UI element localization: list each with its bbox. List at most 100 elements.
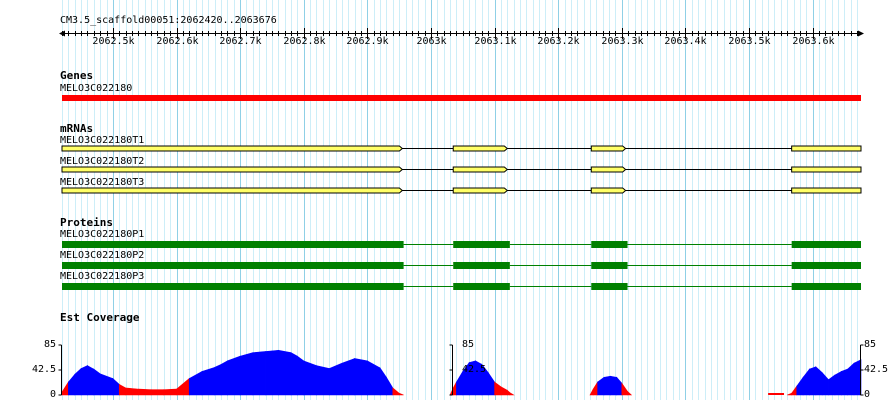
coverage-segment <box>265 349 279 396</box>
protein-exon <box>62 283 404 290</box>
coverage-segment <box>834 370 842 396</box>
coverage-segment <box>487 371 495 396</box>
coverage-ymax-label-mid: 85 <box>462 339 475 350</box>
ruler-tick-label: 2062.9k <box>346 36 389 47</box>
coverage-segment <box>112 377 120 396</box>
coverage-segment <box>68 373 76 396</box>
ruler-tick-label: 2063.6k <box>792 36 835 47</box>
ruler-right-arrow <box>858 30 864 37</box>
coverage-segment <box>828 374 836 396</box>
coverage-ymin-label-right: 0 <box>864 389 871 400</box>
protein-exon <box>62 241 404 248</box>
coverage-ymid-label-right: 42.5 <box>864 364 889 375</box>
mrna-exon <box>61 187 404 194</box>
protein-exon <box>591 262 628 269</box>
coverage-segment <box>616 376 623 396</box>
protein-exon <box>591 283 628 290</box>
coverage-segment <box>87 365 95 396</box>
coverage-segment <box>796 376 804 396</box>
coverage-segment <box>768 393 785 395</box>
coverage-segment <box>93 368 101 396</box>
mrna-exon <box>791 187 862 194</box>
coverage-segment <box>386 376 394 396</box>
coverage-segment <box>398 392 404 396</box>
coverage-segment <box>610 375 618 396</box>
gene-label[interactable]: MELO3C022180 <box>60 83 133 94</box>
coverage-segment <box>227 355 241 396</box>
coverage-segment <box>61 381 69 396</box>
coverage-ymin-label-left: 0 <box>50 389 57 400</box>
protein-label-p3[interactable]: MELO3C022180P3 <box>60 271 145 282</box>
coverage-segment <box>791 385 798 396</box>
coverage-segment <box>220 360 228 396</box>
mrna-label-t1[interactable]: MELO3C022180T1 <box>60 135 145 146</box>
coverage-segment <box>99 373 114 396</box>
coverage-ymid-label-mid: 42.5 <box>462 364 487 375</box>
mrna-exon <box>791 145 862 152</box>
coverage-segment <box>809 366 817 396</box>
coverage-segment <box>802 368 810 396</box>
coverage-segment <box>367 360 381 396</box>
protein-label-p1[interactable]: MELO3C022180P1 <box>60 229 145 240</box>
mrna-exon <box>590 166 627 173</box>
region-label: CM3.5_scaffold00051:2062420..2063676 <box>60 15 277 26</box>
protein-exon <box>62 262 404 269</box>
coverage-segment <box>354 358 368 396</box>
mrna-exon <box>791 166 862 173</box>
coverage-segment <box>74 367 82 396</box>
ruler-tick-label: 2063.1k <box>474 36 517 47</box>
coverage-segment <box>621 382 628 396</box>
coverage-segment <box>328 362 343 396</box>
mrna-label-t2[interactable]: MELO3C022180T2 <box>60 156 145 167</box>
coverage-segment <box>277 349 292 396</box>
coverage-segment <box>494 381 502 396</box>
coverage-segment <box>627 390 633 396</box>
ruler-tick-label: 2062.8k <box>283 36 326 47</box>
gene-bar <box>62 95 861 101</box>
ruler-tick-label: 2062.5k <box>92 36 135 47</box>
coverage-segment <box>118 383 126 396</box>
coverage-segment <box>252 351 266 396</box>
coverage-segment <box>592 381 598 396</box>
mrna-exon <box>452 145 509 152</box>
coverage-segment <box>853 359 862 396</box>
protein-exon <box>591 241 628 248</box>
ruler-tick-label: 2062.7k <box>219 36 262 47</box>
coverage-ymid-label-left: 42.5 <box>32 364 57 375</box>
coverage-segment <box>125 387 139 396</box>
protein-exon <box>791 283 861 290</box>
coverage-segment <box>163 388 177 396</box>
coverage-segment <box>176 377 190 396</box>
coverage-segment <box>138 388 152 396</box>
coverage-segment <box>815 366 823 396</box>
coverage-segment <box>507 389 511 396</box>
coverage-segment <box>500 386 508 396</box>
coverage-segment <box>201 366 215 396</box>
ruler-tick-label: 2062.6k <box>156 36 199 47</box>
ruler-tick-label: 2063k <box>416 36 447 47</box>
coverage-segment <box>392 387 400 396</box>
mrna-exon <box>590 187 627 194</box>
ruler-tick-label: 2063.4k <box>664 36 707 47</box>
coverage-segment <box>297 355 305 396</box>
protein-exon <box>453 262 510 269</box>
coverage-segment <box>840 368 848 396</box>
genes-track-title: Genes <box>60 69 94 82</box>
mrna-exon <box>61 166 404 173</box>
mrna-exon <box>452 166 509 173</box>
mrna-exon <box>61 145 404 152</box>
coverage-segment <box>341 358 355 396</box>
protein-label-p2[interactable]: MELO3C022180P2 <box>60 250 145 261</box>
est-coverage-track-title: Est Coverage <box>60 311 140 324</box>
coverage-segment <box>821 371 829 396</box>
coverage-segment <box>603 375 611 396</box>
mrna-label-t3[interactable]: MELO3C022180T3 <box>60 177 145 188</box>
coverage-segment <box>456 370 464 396</box>
coverage-segment <box>239 352 254 396</box>
protein-exon <box>791 241 861 248</box>
coverage-segment <box>316 365 330 396</box>
protein-exon <box>453 241 510 248</box>
coverage-segment <box>150 389 165 396</box>
